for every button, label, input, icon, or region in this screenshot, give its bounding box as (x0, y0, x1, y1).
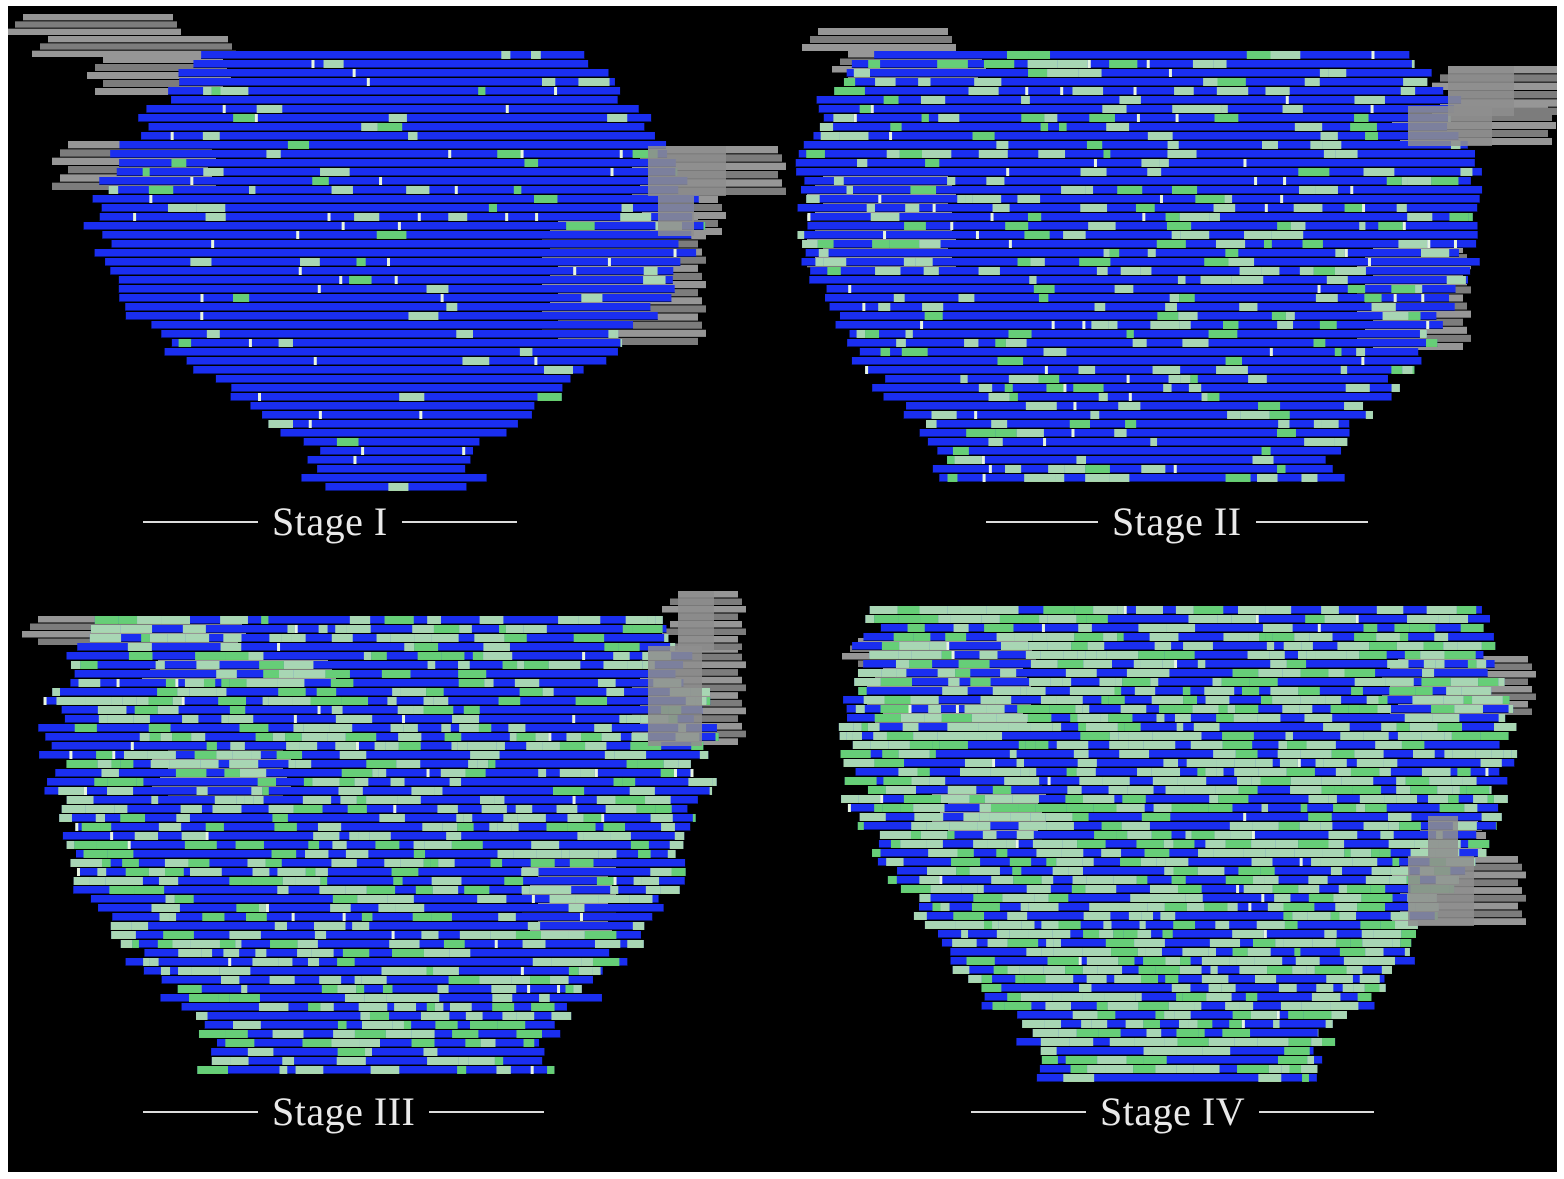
caption-stage-2: Stage II (986, 498, 1368, 545)
panel-stage-4: Stage IV (788, 586, 1557, 1172)
caption-text: Stage IV (1100, 1089, 1246, 1134)
caption-text: Stage III (272, 1089, 416, 1134)
panel-stage-1: Stage I (8, 6, 788, 586)
caption-rule-left (143, 1110, 258, 1113)
caption-rule-left (986, 520, 1098, 523)
caption-text: Stage II (1112, 499, 1242, 544)
caption-text: Stage I (272, 499, 388, 544)
voxel-render-stage-3 (22, 591, 746, 1074)
voxel-render-stage-1 (8, 14, 786, 491)
panel-stage-3: Stage III (8, 586, 788, 1172)
caption-rule-left (143, 520, 258, 523)
caption-rule-right (401, 520, 517, 523)
caption-stage-3: Stage III (143, 1088, 545, 1135)
caption-rule-left (971, 1110, 1086, 1113)
panel-stage-2: Stage II (788, 6, 1557, 586)
caption-rule-right (1259, 1110, 1375, 1113)
voxel-render-stage-4 (838, 606, 1536, 1082)
voxel-render-stage-2 (795, 28, 1557, 482)
caption-stage-1: Stage I (143, 498, 517, 545)
caption-rule-right (1255, 520, 1368, 523)
caption-rule-right (429, 1110, 545, 1113)
figure-canvas: Stage I Stage II Stage III Stage IV (8, 6, 1557, 1172)
caption-stage-4: Stage IV (971, 1088, 1375, 1135)
